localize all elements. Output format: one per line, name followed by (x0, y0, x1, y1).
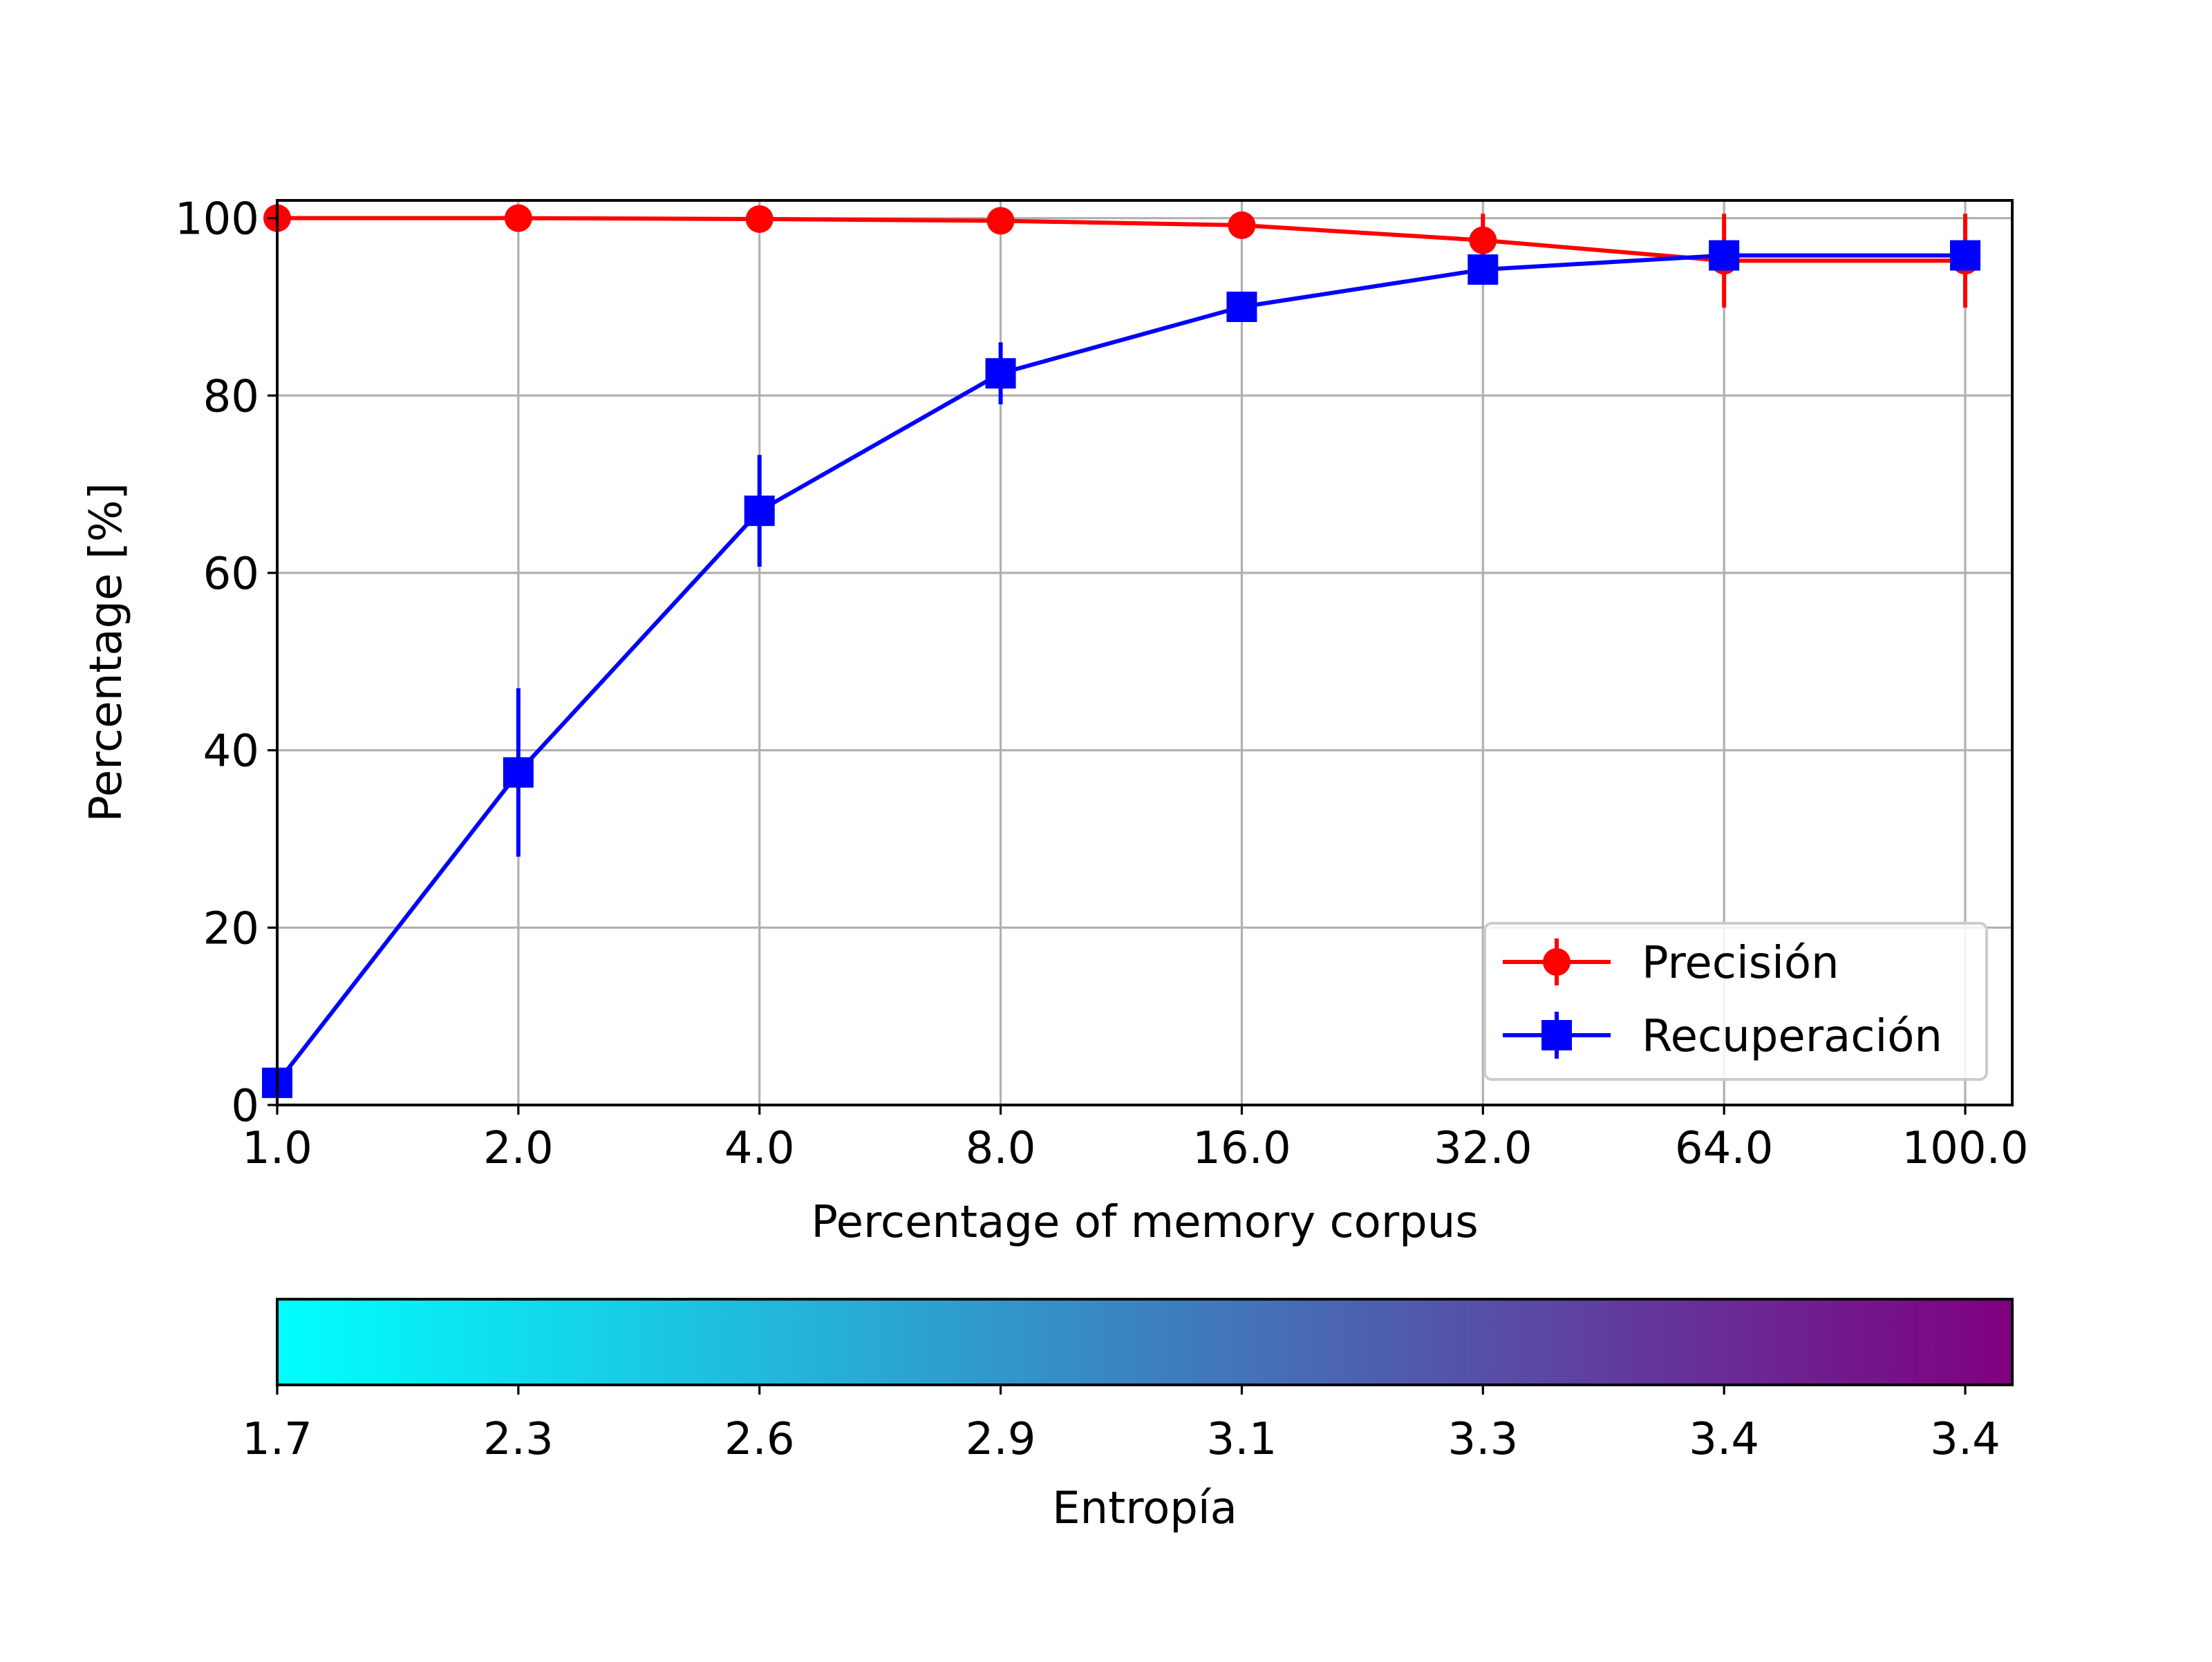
plot-frame (276, 199, 2014, 1106)
colorbar-tick-label: 3.1 (1207, 1414, 1277, 1465)
legend-item: Precisión (1503, 938, 1839, 989)
x-tick-label: 8.0 (966, 1123, 1036, 1174)
colorbar-tick-label: 2.6 (724, 1414, 795, 1465)
legend-label: Recuperación (1642, 1011, 1942, 1062)
colorbar-tick-label: 2.9 (966, 1414, 1036, 1465)
x-tick-label: 100.0 (1902, 1123, 2028, 1174)
data-point (503, 757, 534, 788)
y-tick-label: 60 (203, 549, 259, 600)
colorbar-gradient (276, 1298, 2014, 1386)
y-tick-label: 0 (231, 1081, 259, 1132)
x-axis-label: Percentage of memory corpus (811, 1197, 1478, 1248)
y-tick-label: 20 (203, 903, 259, 954)
data-point (1228, 211, 1256, 239)
data-point (504, 204, 532, 232)
legend-item: Recuperación (1503, 1011, 1942, 1062)
colorbar-label: Entropía (1052, 1483, 1237, 1534)
data-point (744, 495, 775, 527)
series-line (275, 253, 1965, 1084)
plot-series (262, 204, 1980, 1098)
data-point (986, 207, 1015, 235)
colorbar-tick-label: 3.4 (1930, 1414, 2000, 1465)
colorbar-tick-label: 2.3 (483, 1414, 554, 1465)
colorbar-tick-label: 1.7 (242, 1414, 312, 1465)
colorbar-tick-label: 3.4 (1689, 1414, 1759, 1465)
data-point (1469, 226, 1497, 254)
legend-marker (1543, 948, 1571, 976)
data-point (745, 205, 774, 233)
y-axis-label: Percentage [%] (81, 482, 132, 822)
legend-marker (1541, 1020, 1572, 1050)
x-tick-label: 2.0 (483, 1123, 554, 1174)
data-point (1950, 240, 1980, 271)
y-tick-label: 40 (203, 726, 259, 777)
data-point (1226, 292, 1257, 322)
data-point (1709, 240, 1740, 271)
legend: Precisión Recuperación (1483, 922, 1988, 1081)
colorbar-tick-label: 3.3 (1447, 1414, 1518, 1465)
x-tick-label: 1.0 (242, 1123, 312, 1174)
series-recall (262, 240, 1980, 1098)
x-tick-label: 16.0 (1192, 1123, 1291, 1174)
x-axis: 1.0 2.0 4.0 8.0 16.0 32.0 64.0 100.0 (242, 1105, 2029, 1174)
legend-label: Precisión (1642, 938, 1839, 989)
x-tick-label: 64.0 (1675, 1123, 1774, 1174)
colorbar: 1.7 2.3 2.6 2.9 3.1 3.3 3.4 3.4 Entropía (242, 1298, 2014, 1534)
y-tick-label: 100 (175, 194, 259, 245)
x-tick-label: 32.0 (1434, 1123, 1533, 1174)
data-point (985, 358, 1016, 389)
y-tick-label: 80 (203, 371, 259, 422)
y-axis: 0 20 40 60 80 100 (175, 194, 277, 1132)
x-tick-label: 4.0 (724, 1123, 795, 1174)
data-point (1468, 254, 1499, 285)
